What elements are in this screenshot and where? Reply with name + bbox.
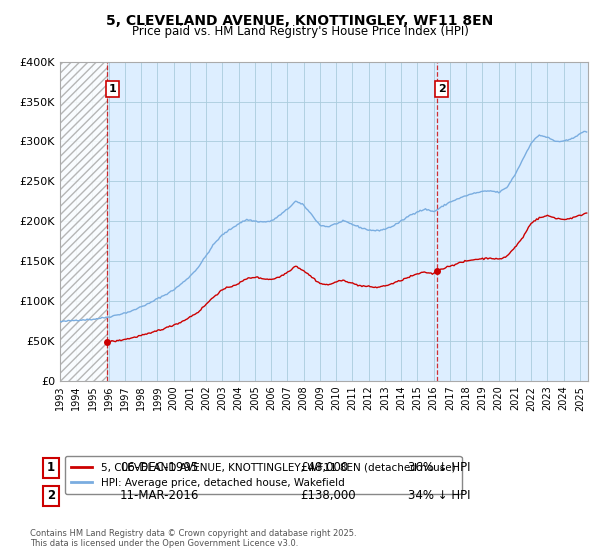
Text: Price paid vs. HM Land Registry's House Price Index (HPI): Price paid vs. HM Land Registry's House … — [131, 25, 469, 38]
Text: 5, CLEVELAND AVENUE, KNOTTINGLEY, WF11 8EN: 5, CLEVELAND AVENUE, KNOTTINGLEY, WF11 8… — [106, 14, 494, 28]
Text: 1: 1 — [47, 461, 55, 474]
Legend: 5, CLEVELAND AVENUE, KNOTTINGLEY, WF11 8EN (detached house), HPI: Average price,: 5, CLEVELAND AVENUE, KNOTTINGLEY, WF11 8… — [65, 456, 461, 494]
Text: 2: 2 — [438, 84, 445, 94]
Text: 36% ↓ HPI: 36% ↓ HPI — [408, 461, 470, 474]
Text: £48,000: £48,000 — [300, 461, 348, 474]
Text: 11-MAR-2016: 11-MAR-2016 — [120, 489, 199, 502]
Text: 1: 1 — [109, 84, 116, 94]
Text: 06-DEC-1995: 06-DEC-1995 — [120, 461, 198, 474]
Text: 34% ↓ HPI: 34% ↓ HPI — [408, 489, 470, 502]
Text: £138,000: £138,000 — [300, 489, 356, 502]
Bar — [60, 62, 107, 381]
Text: Contains HM Land Registry data © Crown copyright and database right 2025.
This d: Contains HM Land Registry data © Crown c… — [30, 529, 356, 548]
Text: 2: 2 — [47, 489, 55, 502]
